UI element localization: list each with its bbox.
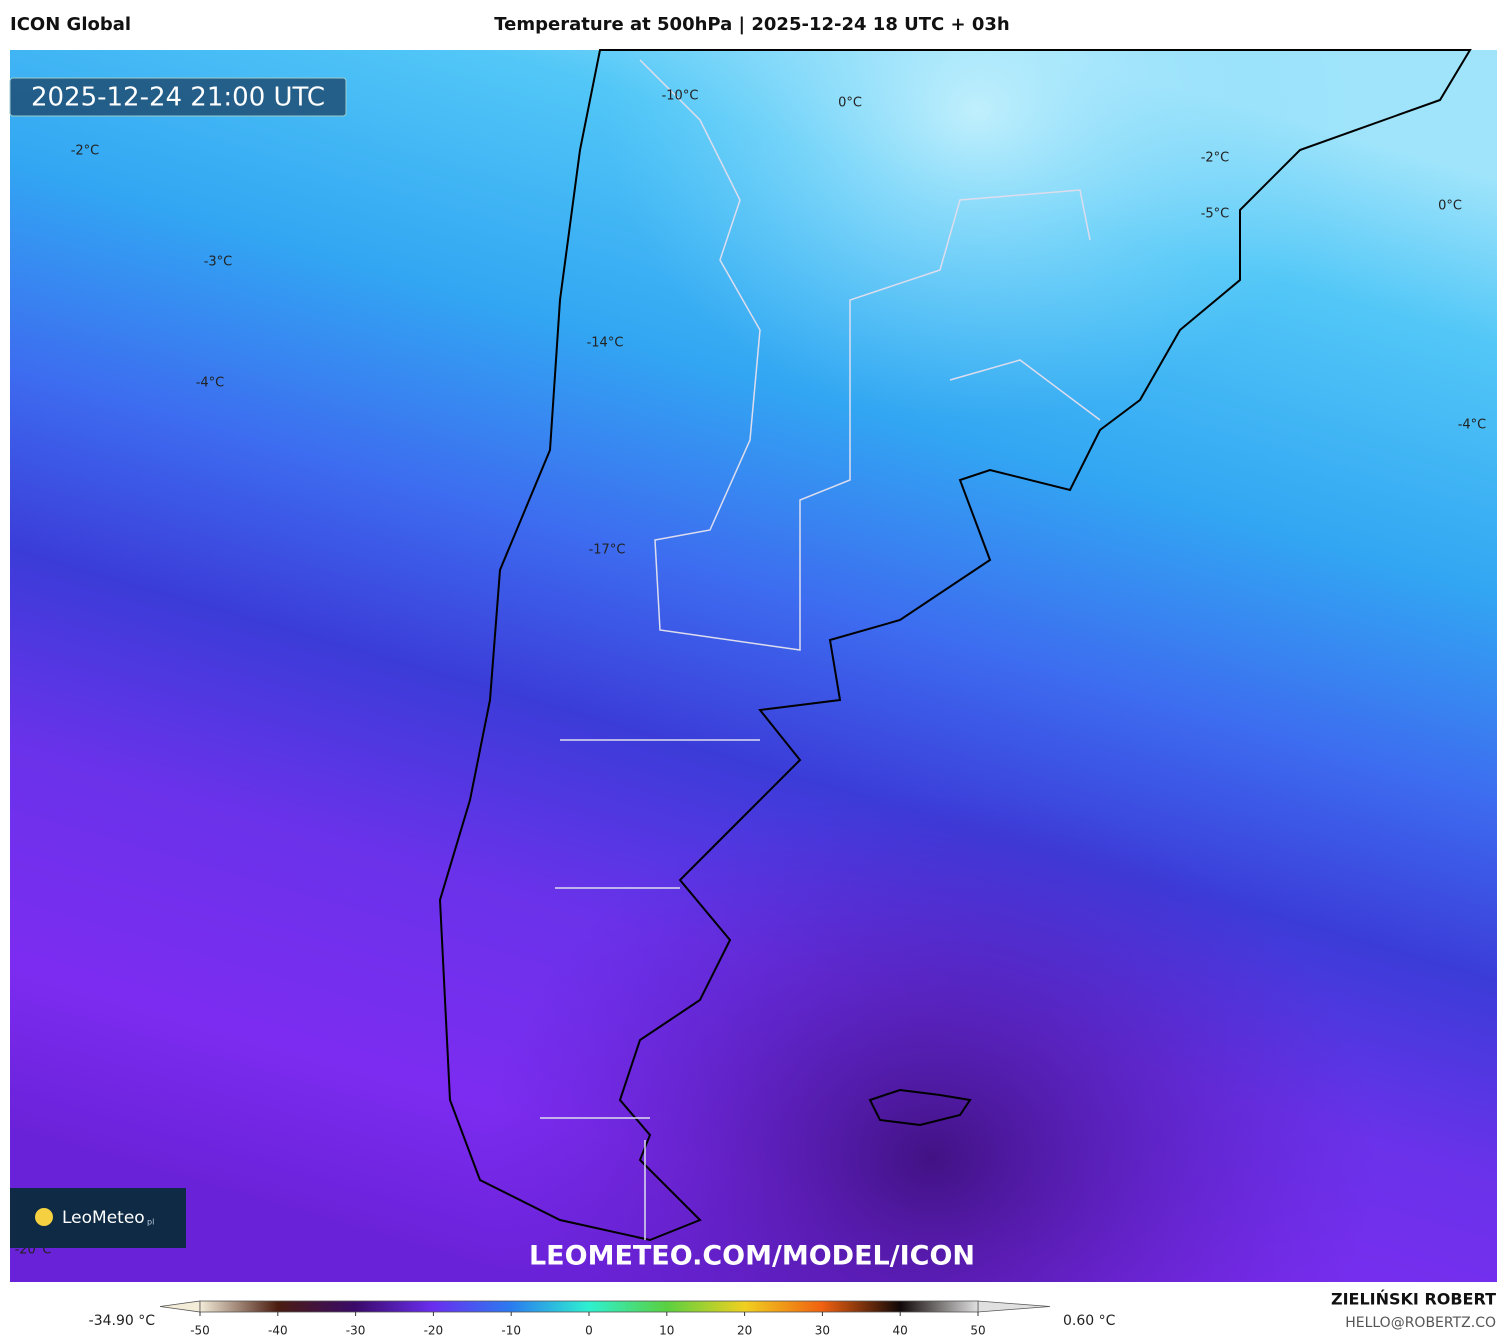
contour-label: -2°C: [71, 144, 100, 159]
colorbar-tick-label: 20: [737, 1324, 752, 1338]
colorbar-scale: [199, 1300, 979, 1313]
timestamp: 2025-12-24 21:00 UTC: [31, 83, 325, 113]
contour-label: -5°C: [1201, 207, 1230, 222]
contour-label: 0°C: [1438, 199, 1462, 214]
coastline: [438, 49, 1472, 1242]
colorbar-tick-label: 30: [815, 1324, 830, 1338]
contour-label: -14°C: [587, 336, 624, 351]
contour-label: -10°C: [662, 89, 699, 104]
colorbar-tick-label: -10: [501, 1324, 521, 1338]
colorbar-tick-label: 10: [659, 1324, 674, 1338]
contour-label: 0°C: [838, 96, 862, 111]
map: 2025-12-24 21:00 UTC -10°C 0°C -2°C -2°C -5°…: [9, 49, 1497, 1282]
colorbar-tick-label: -30: [346, 1324, 366, 1338]
borders: [540, 59, 1101, 1240]
colorbar-tick-label: 40: [893, 1324, 908, 1338]
contour-label: -4°C: [196, 376, 225, 391]
author: ZIELIŃSKI ROBERT: [1331, 1290, 1496, 1309]
watermark: LEOMETEO.COM/MODEL/ICON: [529, 1241, 975, 1272]
contact: HELLO@ROBERTZ.CO: [1345, 1315, 1496, 1331]
colorbar-tick-label: -20: [424, 1324, 444, 1338]
contour-label: -4°C: [1458, 418, 1487, 433]
colorbar-extend-low: [159, 1300, 201, 1313]
model-name: ICON Global: [10, 14, 131, 35]
colorbar-min: -34.90 °C: [89, 1313, 156, 1329]
colorbar-tick-label: -50: [190, 1324, 210, 1338]
colorbar-tick-label: -40: [268, 1324, 288, 1338]
colorbar-tick-label: 50: [970, 1324, 985, 1338]
contour-labels: -10°C 0°C -2°C -2°C -5°C 0°C -3°C -14°C -4°C -4°C…: [15, 89, 1487, 1258]
colorbar: -34.90 °C 0.60 °C -50 -40 -30 -20 -10 0 10 20 30…: [89, 1300, 1116, 1338]
colorbar-tick-label: 0: [585, 1324, 593, 1338]
colorbar-max: 0.60 °C: [1063, 1313, 1116, 1329]
contour-label: -17°C: [589, 543, 626, 558]
logo-sun: [35, 1208, 53, 1226]
warm-area: [10, 50, 1497, 1282]
map-title: Temperature at 500hPa | 2025-12-24 18 UT…: [494, 14, 1009, 35]
logo-suffix: pl: [147, 1218, 154, 1227]
timestamp-box: [9, 77, 347, 117]
colorbar-extend-high: [977, 1300, 1051, 1313]
contour-label: -3°C: [204, 255, 233, 270]
logo-text: LeoMeteo: [62, 1208, 145, 1228]
contour-label: -2°C: [1201, 151, 1230, 166]
falkland-islands: [868, 1088, 972, 1127]
